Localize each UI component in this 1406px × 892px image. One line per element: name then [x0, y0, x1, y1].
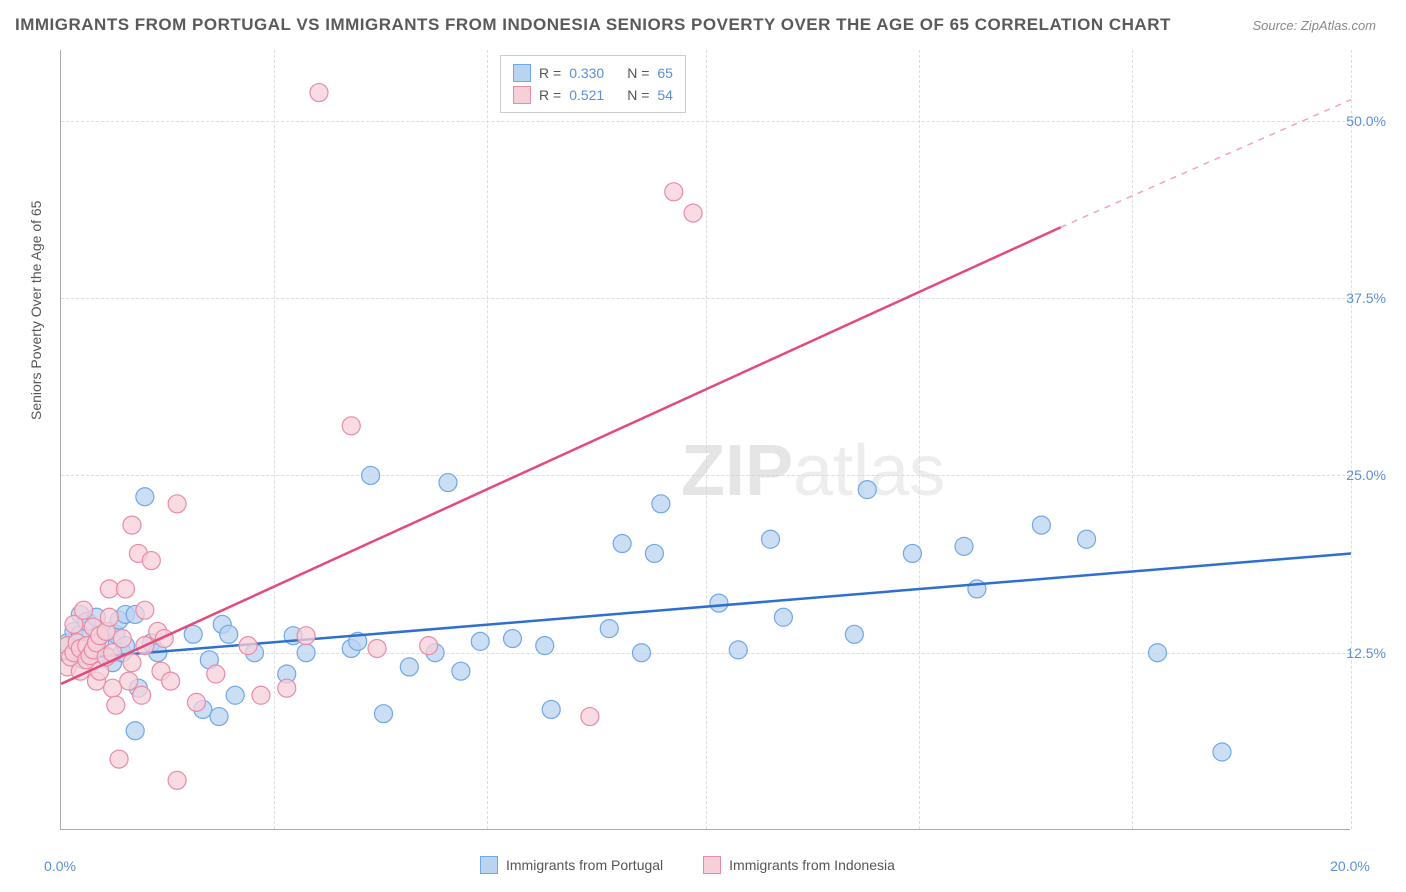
scatter-point: [1078, 530, 1096, 548]
scatter-point: [187, 693, 205, 711]
series-legend-item: Immigrants from Portugal: [480, 856, 663, 874]
scatter-point: [210, 708, 228, 726]
scatter-point: [452, 662, 470, 680]
n-label: N =: [627, 87, 649, 103]
scatter-point: [439, 474, 457, 492]
scatter-point: [168, 495, 186, 513]
scatter-point: [75, 601, 93, 619]
stats-legend-row: R = 0.521 N = 54: [513, 84, 673, 106]
legend-swatch: [513, 64, 531, 82]
stats-legend-row: R = 0.330 N = 65: [513, 62, 673, 84]
scatter-point: [420, 637, 438, 655]
scatter-point: [1032, 516, 1050, 534]
y-tick-label: 25.0%: [1346, 467, 1386, 483]
x-tick-label: 20.0%: [1330, 858, 1370, 874]
scatter-point: [278, 679, 296, 697]
scatter-point: [168, 771, 186, 789]
scatter-point: [375, 705, 393, 723]
y-tick-label: 50.0%: [1346, 113, 1386, 129]
r-label: R =: [539, 87, 561, 103]
scatter-point: [207, 665, 225, 683]
scatter-svg: [61, 50, 1351, 830]
scatter-point: [252, 686, 270, 704]
scatter-point: [239, 637, 257, 655]
legend-swatch: [480, 856, 498, 874]
scatter-point: [504, 630, 522, 648]
scatter-point: [142, 552, 160, 570]
scatter-point: [162, 672, 180, 690]
y-tick-label: 12.5%: [1346, 645, 1386, 661]
scatter-point: [107, 696, 125, 714]
chart-title: IMMIGRANTS FROM PORTUGAL VS IMMIGRANTS F…: [15, 15, 1171, 35]
scatter-point: [362, 466, 380, 484]
scatter-point: [652, 495, 670, 513]
scatter-point: [729, 641, 747, 659]
scatter-point: [710, 594, 728, 612]
scatter-point: [117, 580, 135, 598]
scatter-point: [136, 601, 154, 619]
grid-line-vertical: [1351, 50, 1352, 829]
scatter-point: [136, 488, 154, 506]
scatter-point: [110, 750, 128, 768]
scatter-point: [184, 625, 202, 643]
scatter-point: [633, 644, 651, 662]
x-tick-label: 0.0%: [44, 858, 76, 874]
scatter-point: [645, 544, 663, 562]
scatter-point: [297, 644, 315, 662]
series-legend-item: Immigrants from Indonesia: [703, 856, 895, 874]
scatter-point: [100, 608, 118, 626]
scatter-point: [613, 535, 631, 553]
scatter-point: [220, 625, 238, 643]
scatter-point: [471, 632, 489, 650]
series-legend-label: Immigrants from Indonesia: [729, 857, 895, 873]
scatter-point: [123, 654, 141, 672]
scatter-point: [665, 183, 683, 201]
trend-line-dashed: [1061, 100, 1351, 228]
n-label: N =: [627, 65, 649, 81]
scatter-point: [1149, 644, 1167, 662]
r-value: 0.521: [569, 87, 619, 103]
scatter-point: [845, 625, 863, 643]
legend-swatch: [703, 856, 721, 874]
scatter-point: [600, 620, 618, 638]
scatter-point: [955, 537, 973, 555]
scatter-point: [120, 672, 138, 690]
scatter-point: [1213, 743, 1231, 761]
scatter-point: [226, 686, 244, 704]
scatter-point: [903, 544, 921, 562]
y-tick-label: 37.5%: [1346, 290, 1386, 306]
scatter-point: [126, 722, 144, 740]
trend-line: [61, 227, 1061, 684]
series-legend-label: Immigrants from Portugal: [506, 857, 663, 873]
scatter-point: [297, 627, 315, 645]
n-value: 54: [657, 87, 673, 103]
scatter-point: [104, 679, 122, 697]
scatter-point: [368, 639, 386, 657]
scatter-point: [342, 417, 360, 435]
scatter-point: [100, 580, 118, 598]
scatter-point: [684, 204, 702, 222]
scatter-point: [762, 530, 780, 548]
scatter-point: [542, 700, 560, 718]
n-value: 65: [657, 65, 673, 81]
legend-swatch: [513, 86, 531, 104]
scatter-point: [858, 481, 876, 499]
source-credit: Source: ZipAtlas.com: [1252, 18, 1376, 33]
scatter-point: [310, 84, 328, 102]
r-label: R =: [539, 65, 561, 81]
scatter-point: [113, 630, 131, 648]
y-axis-label: Seniors Poverty Over the Age of 65: [28, 201, 44, 420]
chart-plot-area: ZIPatlas: [60, 50, 1350, 830]
stats-legend: R = 0.330 N = 65 R = 0.521 N = 54: [500, 55, 686, 113]
scatter-point: [774, 608, 792, 626]
scatter-point: [581, 708, 599, 726]
scatter-point: [133, 686, 151, 704]
scatter-point: [400, 658, 418, 676]
scatter-point: [123, 516, 141, 534]
series-legend: Immigrants from Portugal Immigrants from …: [480, 856, 895, 874]
scatter-point: [536, 637, 554, 655]
r-value: 0.330: [569, 65, 619, 81]
